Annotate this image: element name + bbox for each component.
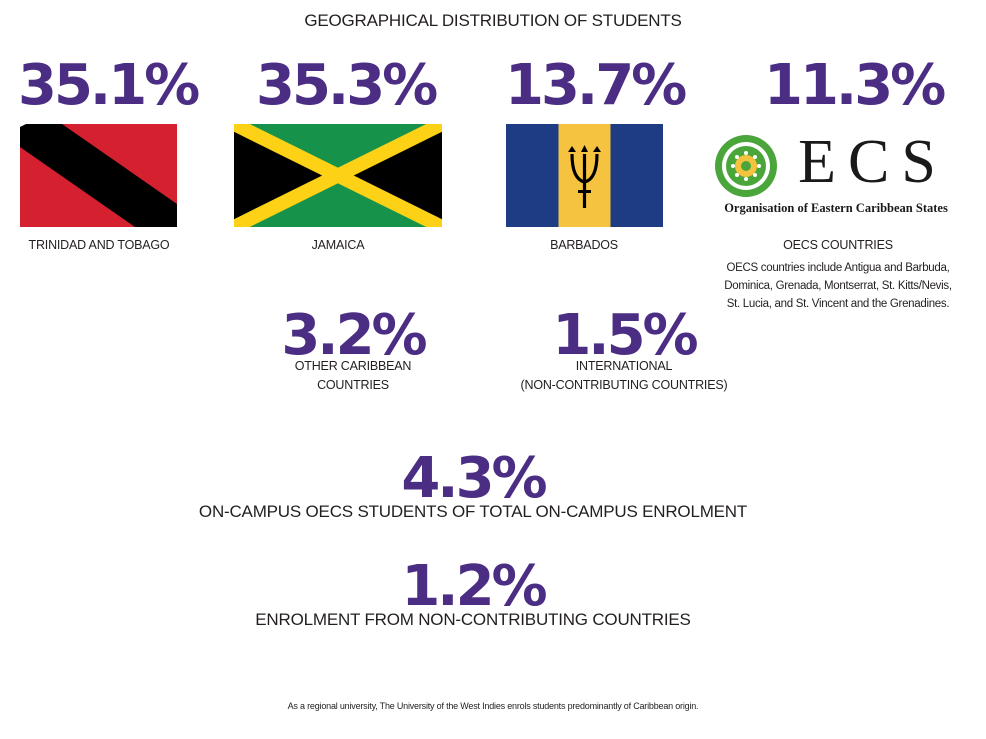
oecs-logo-letters: ECS bbox=[798, 128, 948, 196]
oecs-logo: ECS Organisation of Eastern Caribbean St… bbox=[713, 128, 963, 219]
oecs-note: OECS countries include Antigua and Barbu… bbox=[700, 259, 976, 313]
label-oecs: OECS COUNTRIES bbox=[783, 238, 893, 252]
footer-note: As a regional university, The University… bbox=[287, 701, 699, 711]
label-jamaica: JAMAICA bbox=[311, 238, 365, 252]
percentage-oecs: 11.3% bbox=[764, 53, 946, 118]
percentage-barbados: 13.7% bbox=[505, 53, 687, 118]
percentage-non-contributing: 1.2% bbox=[401, 554, 547, 619]
label-international: INTERNATIONAL (NON-CONTRIBUTING COUNTRIE… bbox=[494, 357, 754, 395]
label-line: (NON-CONTRIBUTING COUNTRIES) bbox=[520, 378, 728, 392]
label-trinidad-and-tobago: TRINIDAD AND TOBAGO bbox=[28, 238, 170, 252]
oecs-note-line: St. Lucia, and St. Vincent and the Grena… bbox=[726, 298, 950, 310]
label-line: INTERNATIONAL bbox=[575, 359, 673, 373]
percentage-on-campus-oecs: 4.3% bbox=[401, 446, 547, 511]
oecs-logo-subtitle: Organisation of Eastern Caribbean States bbox=[724, 201, 948, 215]
percentage-international: 1.5% bbox=[552, 303, 698, 368]
label-line: COUNTRIES bbox=[317, 378, 389, 392]
oecs-note-line: OECS countries include Antigua and Barbu… bbox=[726, 262, 950, 274]
percentage-other-caribbean: 3.2% bbox=[281, 303, 427, 368]
label-on-campus-oecs: ON-CAMPUS OECS STUDENTS OF TOTAL ON-CAMP… bbox=[198, 502, 748, 521]
percentage-trinidad-and-tobago: 35.1% bbox=[18, 53, 200, 118]
label-non-contributing: ENROLMENT FROM NON-CONTRIBUTING COUNTRIE… bbox=[255, 610, 691, 629]
label-barbados: BARBADOS bbox=[550, 238, 618, 252]
oecs-emblem-icon bbox=[715, 135, 777, 197]
barbados-flag bbox=[506, 124, 663, 227]
label-line: OTHER CARIBBEAN bbox=[294, 359, 412, 373]
jamaica-flag bbox=[234, 124, 442, 227]
page-title: GEOGRAPHICAL DISTRIBUTION OF STUDENTS bbox=[304, 11, 682, 30]
percentage-jamaica: 35.3% bbox=[256, 53, 438, 118]
trinidad-and-tobago-flag bbox=[20, 124, 177, 227]
label-other-caribbean: OTHER CARIBBEAN COUNTRIES bbox=[253, 357, 453, 395]
oecs-note-line: Dominica, Grenada, Montserrat, St. Kitts… bbox=[724, 280, 952, 292]
